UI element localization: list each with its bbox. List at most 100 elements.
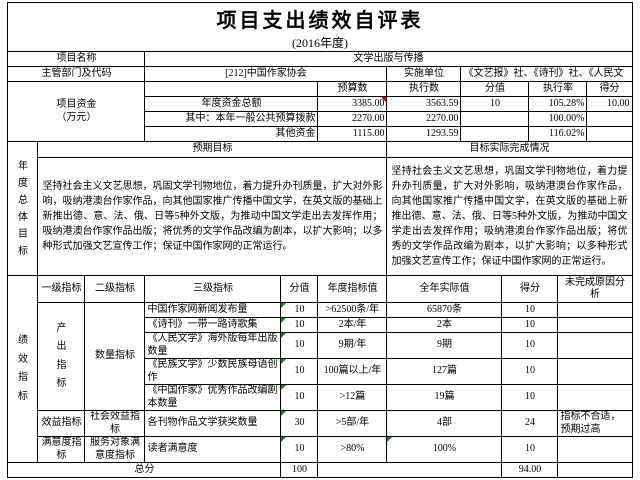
expected-goal-header: 预期目标 bbox=[37, 141, 388, 158]
funding-empty-header bbox=[144, 81, 319, 97]
indicator-points-value: 10 bbox=[501, 436, 559, 463]
indicator-points-value: 10 bbox=[501, 332, 559, 359]
funding-budget-value: 1115.00 bbox=[317, 126, 388, 142]
level3-header: 三级指标 bbox=[144, 275, 282, 303]
indicator-points-value: 24 bbox=[501, 410, 559, 437]
indicator-name: 《人民文学》海外版每年出版数量 bbox=[144, 332, 282, 359]
indicator-reason-value: 指标不合适，预期过高 bbox=[557, 410, 633, 437]
total-empty-cell bbox=[317, 462, 503, 478]
weight-header: 分值 bbox=[460, 81, 530, 97]
self-evaluation-table: 项目支出绩效自评表 (2016年度) 项目名称 文学出版与传播 主管部门及代码 … bbox=[7, 2, 633, 478]
indicator-weight-value: 10 bbox=[294, 391, 305, 403]
green-flag-triangle-icon bbox=[281, 303, 287, 308]
project-name-label: 项目名称 bbox=[7, 51, 146, 67]
performance-side-label: 绩效指标 bbox=[7, 275, 39, 463]
indicator-target-value: 100篇以上/年 bbox=[317, 358, 388, 385]
indicator-actual-value: 2本 bbox=[386, 317, 503, 333]
total-score-value: 94.00 bbox=[501, 462, 559, 478]
indicator-reason-value bbox=[557, 358, 633, 385]
funding-rate-value: 100.00% bbox=[528, 111, 588, 127]
indicator-weight-value: 10 bbox=[294, 303, 305, 315]
indicator-reason-value bbox=[557, 384, 633, 411]
unit-label: 实施单位 bbox=[386, 66, 462, 82]
green-flag-triangle-icon bbox=[281, 437, 287, 442]
indicator-actual-value: 19篇 bbox=[386, 384, 503, 411]
department-row: 主管部门及代码 [212]中国作家协会 实施单位 《文艺报》社、《诗刊》社、《人… bbox=[7, 66, 633, 82]
green-flag-triangle-icon bbox=[281, 333, 287, 338]
benefit-level1-label: 效益指标 bbox=[37, 410, 86, 437]
table-row: 《人民文学》海外版每年出版数量 10 9期/年 9期 10 bbox=[8, 332, 633, 359]
funding-weight-value: 10 bbox=[460, 96, 530, 112]
funding-row-name: 其他资金 bbox=[144, 126, 319, 142]
funding-rate-value: 116.02% bbox=[528, 126, 588, 142]
indicator-target-value: >62500条/年 bbox=[317, 302, 388, 318]
indicator-weight-cell: 10 bbox=[280, 332, 319, 359]
funding-label-line1: 项目资金 bbox=[56, 99, 97, 110]
project-name-value: 文学出版与传播 bbox=[144, 51, 633, 67]
total-label: 总分 bbox=[7, 462, 282, 478]
indicator-weight-value: 10 bbox=[294, 339, 305, 351]
table-row: 满意度指标 服务对象满意度指标 读者满意度 10 >80% 100% 10 bbox=[8, 436, 633, 463]
performance-side-label-text: 绩效指标 bbox=[17, 335, 28, 402]
target-col-header: 年度指标值 bbox=[317, 275, 388, 303]
goals-body-row: 坚持社会主义文艺思想，巩固文学刊物地位，着力提升办刊质量，扩大对外影响，吸纳港澳… bbox=[8, 157, 633, 276]
actual-goal-header: 目标实际完成情况 bbox=[386, 141, 633, 158]
indicator-points-value: 10 bbox=[501, 302, 559, 318]
total-row: 总分 100 94.00 bbox=[7, 462, 633, 478]
indicator-reason-value bbox=[557, 302, 633, 318]
goals-header-row: 年度总体目标 预期目标 目标实际完成情况 bbox=[7, 141, 633, 276]
indicators-header-row: 绩效指标 一级指标 二级指标 三级指标 分值 年度指标值 全年实际值 得分 未完… bbox=[7, 275, 633, 463]
funding-row-name: 年度资金总额 bbox=[144, 96, 319, 112]
annual-goal-side-label: 年度总体目标 bbox=[7, 141, 39, 276]
title-cell: 项目支出绩效自评表 (2016年度) bbox=[7, 2, 633, 52]
indicator-reason-value bbox=[557, 317, 633, 333]
funding-label: 项目资金 （万元） bbox=[7, 81, 146, 142]
indicator-actual-value: 4部 bbox=[386, 410, 503, 437]
indicator-target-value: >12篇 bbox=[317, 384, 388, 411]
red-comment-triangle-icon bbox=[381, 97, 386, 102]
indicator-actual-value: 100% bbox=[432, 443, 457, 455]
department-value: [212]中国作家协会 bbox=[144, 66, 388, 82]
funding-exec-value: 2270.00 bbox=[386, 111, 462, 127]
indicator-points-value: 10 bbox=[501, 317, 559, 333]
indicator-weight-value: 10 bbox=[294, 443, 305, 455]
total-reason-empty-cell bbox=[557, 462, 633, 478]
green-flag-triangle-icon bbox=[281, 385, 287, 390]
benefit-level2-label: 社会效益指标 bbox=[84, 410, 146, 437]
reason-col-header: 未完成原因分析 bbox=[557, 275, 633, 303]
funding-budget-value: 3385.00 bbox=[351, 97, 385, 109]
indicator-name: 《诗刊》一带一路诗歌集 bbox=[144, 317, 282, 333]
indicator-weight-value: 10 bbox=[294, 318, 305, 330]
table-row: 效益指标 社会效益指标 各刊物作品文学获奖数量 30 >5部/年 4部 24 指… bbox=[8, 410, 633, 437]
quantity-indicator-label: 数量指标 bbox=[84, 302, 146, 411]
indicator-reason-value bbox=[557, 332, 633, 359]
indicator-weight-cell: 10 bbox=[280, 436, 319, 463]
rate-header: 执行率 bbox=[528, 81, 588, 97]
funding-row-name: 其中：本年一般公共预算拨款 bbox=[144, 111, 319, 127]
funding-score-value: 10.00 bbox=[586, 96, 633, 112]
level1-header: 一级指标 bbox=[37, 275, 86, 303]
satisfaction-level1-label: 满意度指标 bbox=[37, 436, 86, 463]
output-indicator-label-text: 产出指标 bbox=[56, 322, 67, 390]
funding-weight-value bbox=[460, 126, 530, 142]
indicator-name: 各刊物作品文学获奖数量 bbox=[144, 410, 282, 437]
score-header: 得分 bbox=[586, 81, 633, 97]
funding-exec-value: 1293.59 bbox=[386, 126, 462, 142]
indicator-actual-cell: 100% bbox=[386, 436, 503, 463]
funding-header-row: 项目资金 （万元） 预算数 执行数 分值 执行率 得分 bbox=[7, 81, 633, 142]
points-col-header: 得分 bbox=[501, 275, 559, 303]
indicator-name: 读者满意度 bbox=[144, 436, 282, 463]
project-name-row: 项目名称 文学出版与传播 bbox=[7, 51, 633, 67]
table-row: 产出指标 数量指标 中国作家网新闻发布量 10 >62500条/年 65870条… bbox=[8, 302, 633, 411]
indicator-weight-cell: 10 bbox=[280, 317, 319, 333]
level2-header: 二级指标 bbox=[84, 275, 146, 303]
indicator-name: 中国作家网新闻发布量 bbox=[144, 302, 282, 318]
funding-exec-value: 3563.59 bbox=[386, 96, 462, 112]
expected-goal-text: 坚持社会主义文艺思想，巩固文学刊物地位，着力提升办刊质量，扩大对外影响，吸纳港澳… bbox=[37, 157, 388, 276]
table-row: 《中国作家》优秀作品改编剧本数量 10 >12篇 19篇 10 bbox=[8, 384, 633, 411]
indicator-weight-value: 10 bbox=[294, 365, 305, 377]
indicator-weight-cell: 10 bbox=[280, 358, 319, 385]
green-flag-triangle-icon bbox=[281, 359, 287, 364]
total-weight-value: 100 bbox=[280, 462, 319, 478]
indicator-points-value: 10 bbox=[501, 384, 559, 411]
